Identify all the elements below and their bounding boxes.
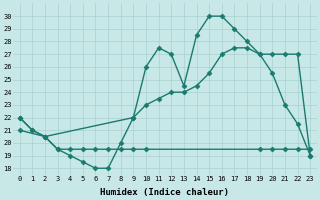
X-axis label: Humidex (Indice chaleur): Humidex (Indice chaleur) (100, 188, 229, 197)
